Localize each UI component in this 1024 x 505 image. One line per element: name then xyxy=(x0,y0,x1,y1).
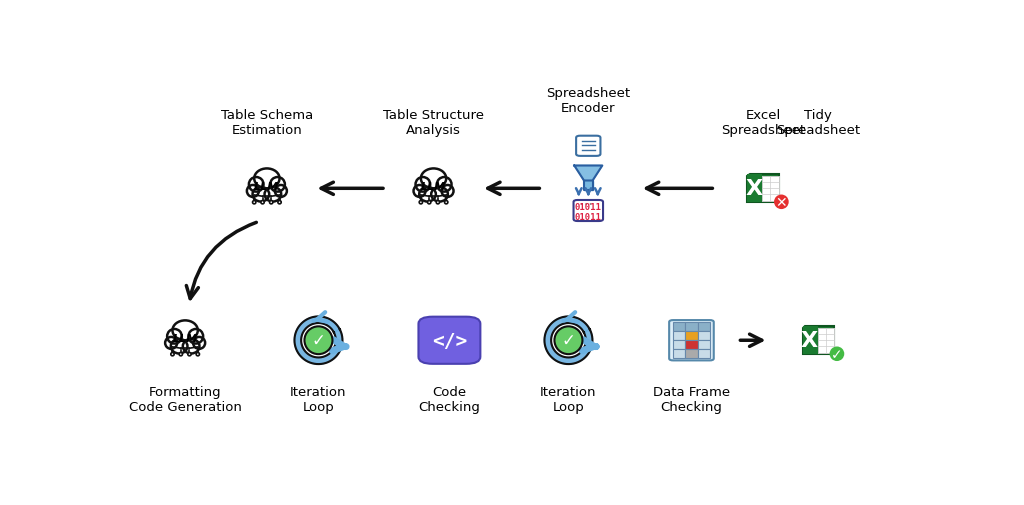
FancyBboxPatch shape xyxy=(669,321,714,361)
Ellipse shape xyxy=(414,186,426,197)
Ellipse shape xyxy=(304,327,333,355)
Bar xyxy=(697,331,710,340)
Text: Excel
Spreadsheet: Excel Spreadsheet xyxy=(721,109,805,136)
Text: LLM: LLM xyxy=(254,181,280,191)
Bar xyxy=(685,331,697,340)
Text: LLM: LLM xyxy=(421,181,446,191)
Text: Table Structure
Analysis: Table Structure Analysis xyxy=(383,109,484,136)
Polygon shape xyxy=(295,317,342,365)
Text: 01011
01011: 01011 01011 xyxy=(574,203,602,222)
Bar xyxy=(697,340,710,349)
Ellipse shape xyxy=(437,178,452,192)
Ellipse shape xyxy=(428,201,431,205)
Bar xyxy=(685,340,697,349)
Text: Data Frame
Checking: Data Frame Checking xyxy=(653,385,730,413)
Ellipse shape xyxy=(254,169,280,189)
Text: ✓: ✓ xyxy=(831,347,843,361)
Text: </>: </> xyxy=(432,331,467,350)
Ellipse shape xyxy=(179,353,182,356)
Polygon shape xyxy=(574,166,602,181)
Polygon shape xyxy=(545,317,593,365)
Text: ✕: ✕ xyxy=(775,195,787,210)
Ellipse shape xyxy=(419,201,423,205)
Ellipse shape xyxy=(278,201,282,205)
Ellipse shape xyxy=(436,201,439,205)
Ellipse shape xyxy=(249,178,263,192)
Ellipse shape xyxy=(441,186,454,197)
Ellipse shape xyxy=(590,204,591,206)
Polygon shape xyxy=(803,327,835,355)
Ellipse shape xyxy=(554,327,583,355)
Ellipse shape xyxy=(774,195,788,210)
FancyBboxPatch shape xyxy=(419,317,480,364)
Polygon shape xyxy=(584,181,593,190)
Ellipse shape xyxy=(269,201,272,205)
Ellipse shape xyxy=(416,178,430,192)
Ellipse shape xyxy=(274,186,287,197)
Bar xyxy=(818,328,835,353)
Ellipse shape xyxy=(247,186,259,197)
Ellipse shape xyxy=(264,187,282,202)
Ellipse shape xyxy=(197,353,200,356)
Ellipse shape xyxy=(183,339,200,354)
Text: Table Schema
Estimation: Table Schema Estimation xyxy=(221,109,313,136)
Text: Formatting
Code Generation: Formatting Code Generation xyxy=(129,385,242,413)
Bar xyxy=(685,322,697,331)
Bar xyxy=(673,349,685,359)
Ellipse shape xyxy=(444,201,447,205)
Ellipse shape xyxy=(253,187,269,202)
Text: Iteration
Loop: Iteration Loop xyxy=(541,385,597,413)
Text: X: X xyxy=(801,330,818,350)
Bar xyxy=(803,327,818,355)
Bar xyxy=(748,175,762,203)
Ellipse shape xyxy=(187,353,191,356)
Ellipse shape xyxy=(419,187,436,202)
FancyArrowPatch shape xyxy=(186,223,256,299)
Ellipse shape xyxy=(194,337,205,349)
FancyBboxPatch shape xyxy=(577,136,600,157)
Ellipse shape xyxy=(829,347,844,362)
Ellipse shape xyxy=(581,204,583,206)
Ellipse shape xyxy=(586,204,587,206)
Ellipse shape xyxy=(188,329,203,344)
Text: X: X xyxy=(745,178,763,198)
FancyBboxPatch shape xyxy=(573,200,603,222)
Ellipse shape xyxy=(270,178,285,192)
Bar xyxy=(697,349,710,359)
Text: Tidy
Spreadsheet: Tidy Spreadsheet xyxy=(776,109,860,136)
Ellipse shape xyxy=(431,187,447,202)
Text: ✓: ✓ xyxy=(561,332,575,349)
Bar xyxy=(673,331,685,340)
Ellipse shape xyxy=(171,353,174,356)
Ellipse shape xyxy=(421,169,446,189)
Bar xyxy=(697,322,710,331)
Text: Spreadsheet
Encoder: Spreadsheet Encoder xyxy=(546,87,631,115)
Text: Iteration
Loop: Iteration Loop xyxy=(290,385,347,413)
Ellipse shape xyxy=(253,201,256,205)
Ellipse shape xyxy=(165,337,177,349)
Text: Code
Checking: Code Checking xyxy=(419,385,480,413)
Bar xyxy=(685,349,697,359)
Text: LLM: LLM xyxy=(172,333,198,343)
Ellipse shape xyxy=(261,201,264,205)
Text: ✓: ✓ xyxy=(311,332,326,349)
Ellipse shape xyxy=(171,339,187,354)
Bar xyxy=(673,340,685,349)
Ellipse shape xyxy=(167,329,182,344)
Polygon shape xyxy=(748,175,778,203)
Bar xyxy=(673,322,685,331)
Ellipse shape xyxy=(172,321,198,340)
Bar xyxy=(762,177,778,201)
